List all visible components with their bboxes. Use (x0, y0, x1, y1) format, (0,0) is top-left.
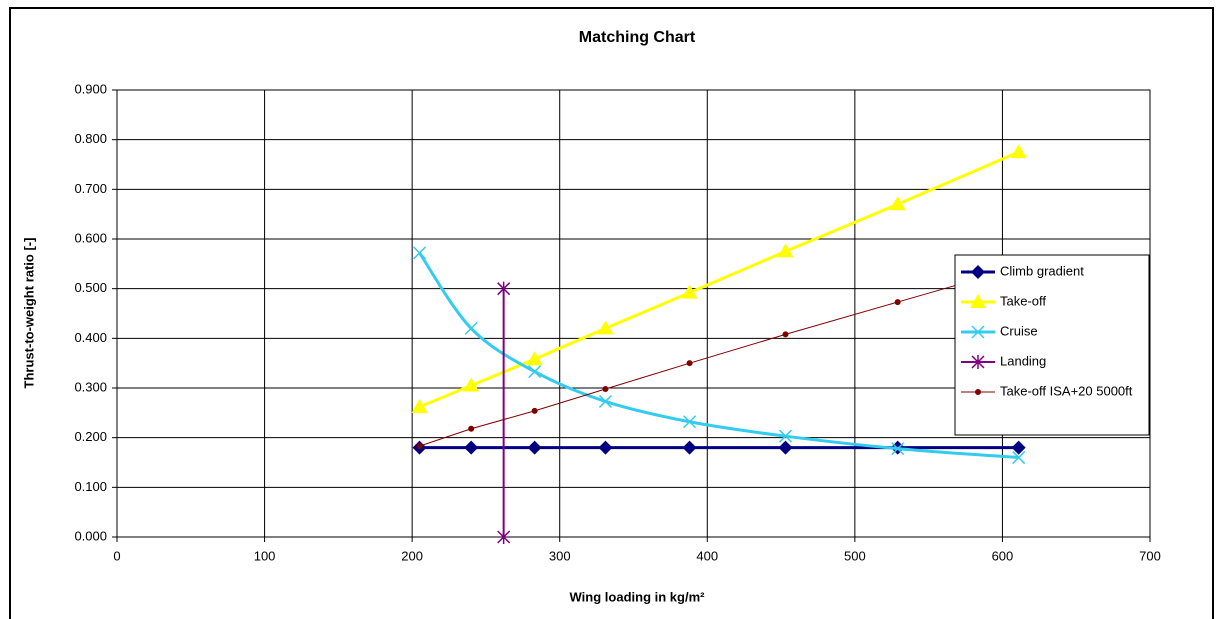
marker (464, 440, 479, 455)
legend-label: Climb gradient (1000, 263, 1084, 278)
marker (598, 394, 612, 408)
x-tick-label: 600 (992, 548, 1014, 563)
x-tick-label: 0 (113, 548, 120, 563)
marker (531, 407, 538, 414)
marker (597, 320, 614, 335)
marker (526, 351, 543, 366)
y-tick-label: 0.300 (74, 379, 107, 394)
y-tick-label: 0.900 (74, 81, 107, 96)
marker (778, 429, 793, 443)
x-tick-label: 200 (401, 548, 423, 563)
marker (497, 530, 511, 544)
marker (463, 377, 480, 392)
marker (411, 398, 428, 413)
legend-box (954, 254, 1150, 436)
marker (527, 440, 542, 455)
series-line (419, 266, 1019, 447)
series-line (418, 150, 1020, 409)
y-tick-label: 0.000 (74, 528, 107, 543)
marker (778, 440, 793, 455)
marker (1011, 440, 1026, 455)
marker (528, 365, 542, 379)
x-tick-label: 300 (549, 548, 571, 563)
marker (686, 360, 693, 367)
x-axis-title: Wing loading in kg/m² (570, 589, 706, 604)
marker (682, 440, 697, 455)
marker (1010, 144, 1027, 159)
marker (889, 196, 906, 211)
legend-label: Take-off (1000, 293, 1046, 308)
marker (416, 443, 423, 450)
marker (497, 281, 511, 296)
y-axis-title: Thrust-to-weight ratio [-] (21, 238, 36, 389)
marker (683, 415, 697, 429)
marker (464, 321, 478, 335)
y-tick-label: 0.800 (74, 131, 107, 146)
y-tick-label: 0.100 (74, 479, 107, 494)
marker (971, 355, 985, 369)
marker (681, 284, 698, 299)
marker (891, 442, 905, 456)
marker (1012, 451, 1026, 465)
y-tick-label: 0.600 (74, 230, 107, 245)
marker (782, 331, 789, 338)
marker (894, 299, 901, 306)
y-tick-label: 0.400 (74, 330, 107, 345)
chart-title: Matching Chart (579, 29, 696, 46)
marker (412, 246, 427, 260)
marker (468, 425, 475, 432)
x-tick-label: 700 (1139, 548, 1161, 563)
legend: Climb gradient Take-off Cruise Landing Take-… (954, 254, 1150, 436)
marker (971, 265, 985, 279)
marker (602, 385, 609, 392)
x-tick-label: 400 (696, 548, 718, 563)
marker (971, 325, 985, 339)
legend-label: Take-off ISA+20 5000ft (1000, 383, 1133, 398)
legend-label: Landing (1000, 353, 1046, 368)
marker (975, 389, 981, 395)
marker (970, 294, 986, 308)
y-tick-label: 0.200 (74, 429, 107, 444)
marker (598, 440, 613, 455)
y-tick-label: 0.700 (74, 181, 107, 196)
marker (777, 243, 794, 258)
x-tick-label: 100 (254, 548, 276, 563)
legend-label: Cruise (1000, 323, 1038, 338)
y-tick-label: 0.500 (74, 280, 107, 295)
x-tick-label: 500 (844, 548, 866, 563)
